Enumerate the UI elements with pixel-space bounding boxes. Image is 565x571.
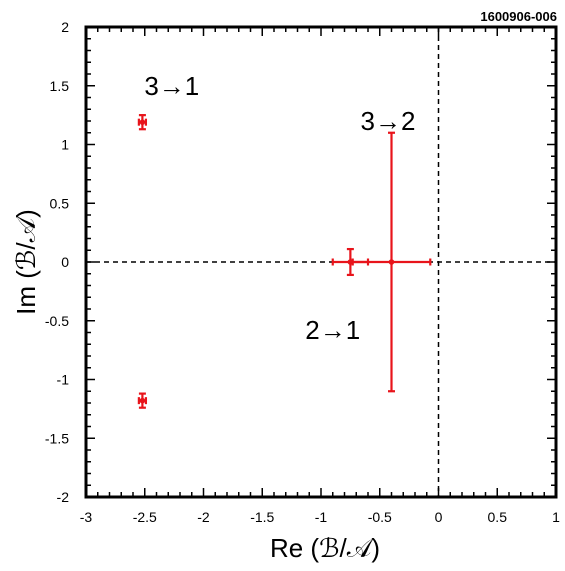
x-tick-labels: -3 -2.5 -2 -1.5 -1 -0.5 0 0.5 1 (80, 509, 560, 525)
y-tick-labels: -2 -1.5 -1 -0.5 0 0.5 1 1.5 2 (45, 19, 69, 505)
data-point-1 (137, 114, 148, 131)
transition-label-3: 2→1 (305, 315, 360, 345)
figure-id: 1600906-006 (480, 9, 557, 24)
x-tick-label: -3 (80, 509, 93, 525)
y-tick-label: -0.5 (45, 313, 69, 329)
data-point-4 (351, 131, 432, 393)
error-bars (137, 114, 432, 409)
y-tick-label: 0 (61, 254, 69, 270)
data-point-2 (137, 392, 148, 409)
y-tick-label: 0.5 (50, 195, 70, 211)
x-tick-label: -1 (315, 509, 328, 525)
x-tick-label: -1.5 (250, 509, 274, 525)
x-tick-label: -2.5 (133, 509, 157, 525)
y-tick-label: -2 (57, 489, 70, 505)
reference-lines (86, 27, 556, 497)
x-tick-label: 0 (435, 509, 443, 525)
x-tick-label: -2 (197, 509, 210, 525)
transition-label-1: 3→1 (144, 71, 199, 101)
x-tick-label: -0.5 (368, 509, 392, 525)
data-point-marker (139, 119, 146, 125)
x-tick-label: 1 (552, 509, 560, 525)
x-tick-label: 0.5 (488, 509, 508, 525)
annotations: 3→1 3→2 2→1 (144, 71, 415, 345)
x-axis-title: Re (ℬ/𝒜) (270, 533, 380, 563)
axis-ticks (85, 26, 557, 498)
y-tick-label: 2 (61, 19, 69, 35)
y-tick-label: 1.5 (50, 78, 70, 94)
data-point-marker (388, 259, 395, 265)
y-tick-label: -1 (57, 372, 70, 388)
y-tick-label: -1.5 (45, 430, 69, 446)
y-tick-label: 1 (61, 137, 69, 153)
transition-label-2: 3→2 (361, 106, 416, 136)
y-axis-title: Im (ℬ/𝒜) (11, 209, 41, 315)
data-point-marker (139, 397, 146, 404)
